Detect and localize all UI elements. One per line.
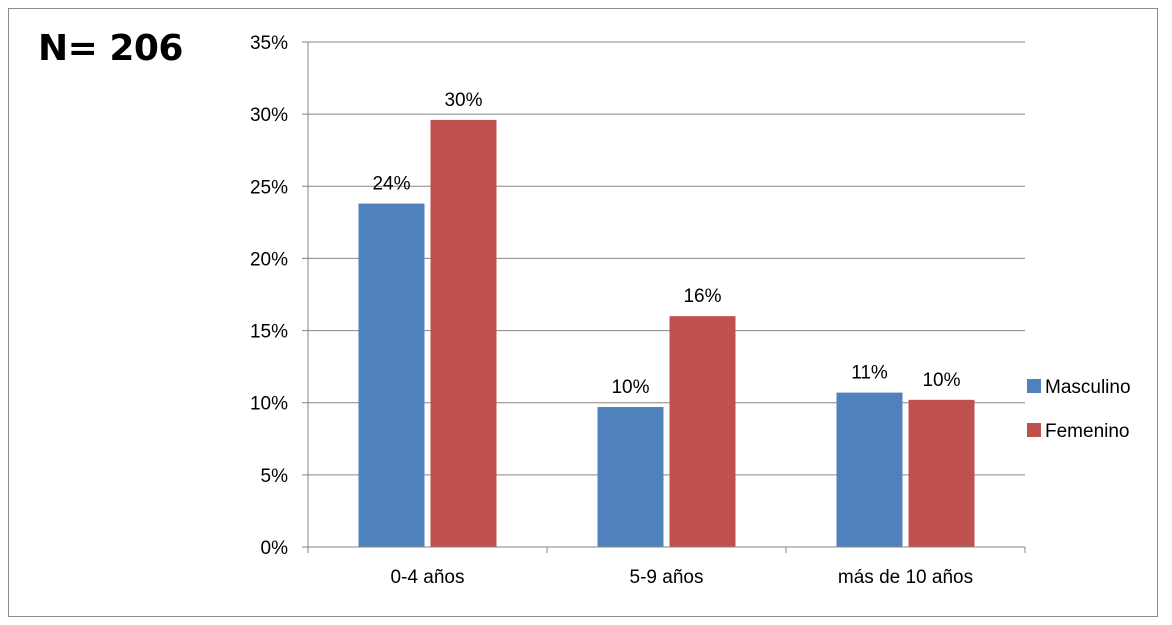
y-tick-label: 20% (250, 249, 288, 270)
y-tick-label: 10% (250, 394, 288, 415)
legend-swatch-femenino (1027, 423, 1041, 437)
data-label: 10% (922, 370, 960, 391)
data-labels: 24% 30% 10% 16% 11% 10% (372, 90, 960, 398)
data-label: 11% (851, 363, 888, 384)
y-tick-label: 15% (250, 322, 288, 343)
y-tick-label: 30% (250, 105, 288, 126)
data-label: 16% (683, 286, 721, 307)
y-tick-label: 35% (250, 33, 288, 54)
y-axis: 0% 5% 10% 15% 20% 25% 30% 35% (250, 33, 309, 559)
legend-swatch-masculino (1027, 379, 1041, 393)
x-tick-label: 0-4 años (391, 567, 465, 588)
x-axis: 0-4 años 5-9 años más de 10 años (307, 546, 1026, 588)
x-tick-label: 5-9 años (630, 567, 704, 588)
bars (358, 119, 975, 548)
bar-masculino-1 (597, 407, 664, 547)
x-tick-label: más de 10 años (838, 567, 973, 588)
data-label: 30% (444, 90, 482, 111)
bar-femenino-0 (430, 119, 497, 548)
bar-masculino-0 (358, 203, 425, 547)
y-tick-label: 5% (261, 466, 289, 487)
data-label: 10% (611, 377, 649, 398)
bar-femenino-2 (908, 399, 975, 547)
bar-masculino-2 (836, 392, 903, 547)
gridlines (308, 41, 1025, 548)
legend-label-femenino: Femenino (1045, 421, 1130, 442)
sample-size-label: N= 206 (38, 28, 183, 69)
data-label: 24% (372, 174, 410, 195)
y-tick-label: 0% (261, 538, 289, 559)
y-tick-label: 25% (250, 177, 288, 198)
legend: Masculino Femenino (1027, 377, 1131, 442)
bar-femenino-1 (669, 316, 736, 547)
legend-label-masculino: Masculino (1045, 377, 1131, 398)
